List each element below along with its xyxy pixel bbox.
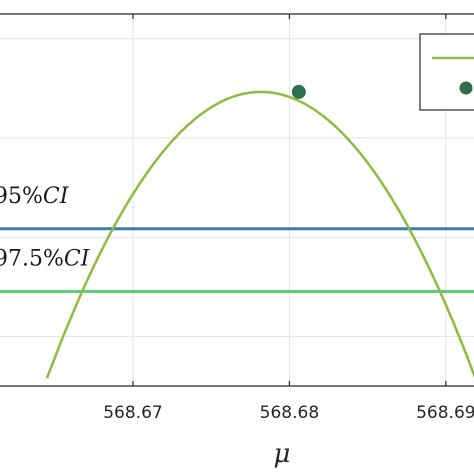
legend [419, 33, 474, 111]
ci-label-1: 97.5%CI [0, 247, 91, 272]
axes [0, 13, 474, 387]
ci-label-value: 95% [0, 184, 43, 209]
ci-label-0: 95%CI [0, 184, 70, 209]
x-axis-title: μ [274, 439, 291, 469]
series-layer [45, 84, 474, 379]
likelihood-curve [45, 90, 474, 379]
ci-label-value: 97.5% [0, 247, 64, 272]
ci-label-symbol: CI [64, 247, 91, 272]
x-tick-label-1: 568.68 [260, 403, 319, 423]
legend-box [419, 33, 474, 111]
reference-lines [0, 227, 474, 294]
x-tick-label-2: 568.69 [416, 403, 474, 423]
x-tick-label-0: 568.67 [103, 403, 162, 423]
ci-label-symbol: CI [43, 184, 70, 209]
maximum-point [291, 84, 306, 99]
x-tick-labels: 568.67 568.68 568.69 [103, 403, 474, 423]
legend-point-sample [459, 81, 473, 95]
plot-background [0, 14, 474, 386]
